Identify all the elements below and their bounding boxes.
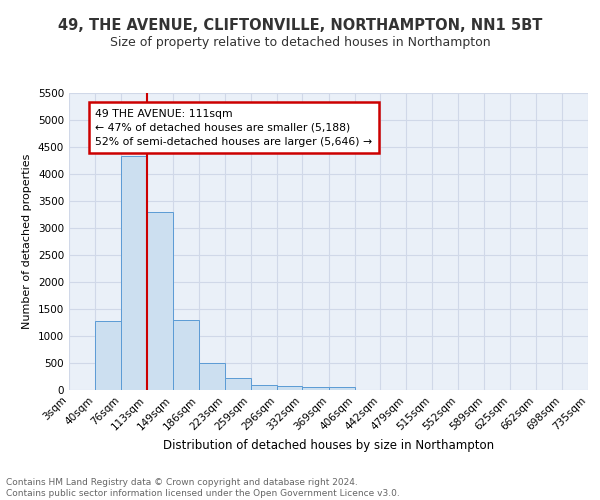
Text: 49 THE AVENUE: 111sqm
← 47% of detached houses are smaller (5,188)
52% of semi-d: 49 THE AVENUE: 111sqm ← 47% of detached … [95, 108, 373, 146]
Bar [225, 378, 251, 390]
Bar [302, 387, 329, 390]
Bar [199, 364, 225, 390]
Bar [95, 322, 121, 390]
Text: Contains HM Land Registry data © Crown copyright and database right 2024.
Contai: Contains HM Land Registry data © Crown c… [6, 478, 400, 498]
Bar [173, 320, 199, 390]
Y-axis label: Number of detached properties: Number of detached properties [22, 154, 32, 329]
Bar [277, 386, 302, 390]
Bar [251, 384, 277, 390]
X-axis label: Distribution of detached houses by size in Northampton: Distribution of detached houses by size … [163, 438, 494, 452]
Bar [329, 387, 355, 390]
Bar [121, 156, 147, 390]
Bar [147, 212, 173, 390]
Text: Size of property relative to detached houses in Northampton: Size of property relative to detached ho… [110, 36, 490, 49]
Text: 49, THE AVENUE, CLIFTONVILLE, NORTHAMPTON, NN1 5BT: 49, THE AVENUE, CLIFTONVILLE, NORTHAMPTO… [58, 18, 542, 32]
